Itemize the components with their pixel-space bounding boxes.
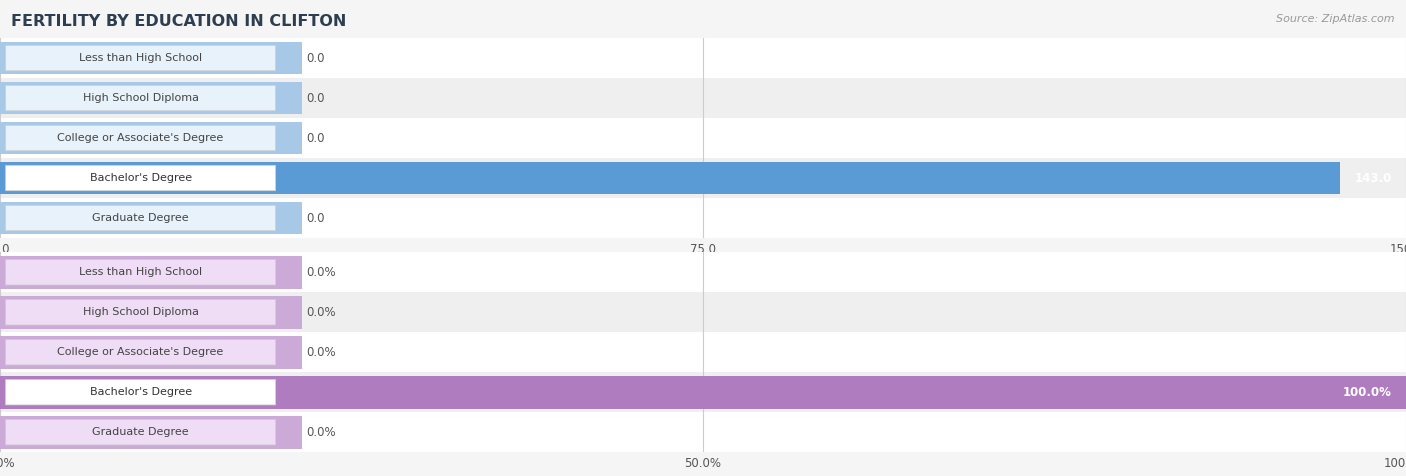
Text: High School Diploma: High School Diploma (83, 93, 198, 103)
FancyBboxPatch shape (6, 299, 276, 325)
Bar (0, 82, 302, 114)
Bar (0, 256, 302, 288)
Text: Bachelor's Degree: Bachelor's Degree (90, 387, 191, 397)
Text: 0.0%: 0.0% (307, 346, 336, 359)
Bar (0, 202, 302, 234)
FancyBboxPatch shape (6, 205, 276, 231)
Text: Graduate Degree: Graduate Degree (93, 427, 188, 437)
Bar (0, 198, 1406, 238)
FancyBboxPatch shape (6, 339, 276, 365)
Bar (0, 292, 1406, 332)
FancyBboxPatch shape (6, 379, 276, 405)
Bar (0, 332, 1406, 372)
FancyBboxPatch shape (6, 85, 276, 111)
Bar (0, 416, 302, 448)
Bar (0, 296, 302, 328)
Bar (0, 252, 1406, 292)
Text: 0.0: 0.0 (307, 91, 325, 105)
Bar (0, 336, 302, 368)
Text: 100.0%: 100.0% (1343, 386, 1392, 399)
Text: College or Associate's Degree: College or Associate's Degree (58, 133, 224, 143)
Bar (0, 38, 1406, 78)
Bar (0, 376, 1406, 408)
Bar (0, 412, 1406, 452)
Bar (0, 162, 1340, 194)
Bar (0, 372, 1406, 412)
Text: Graduate Degree: Graduate Degree (93, 213, 188, 223)
Text: 0.0: 0.0 (307, 131, 325, 145)
FancyBboxPatch shape (6, 419, 276, 445)
Text: Bachelor's Degree: Bachelor's Degree (90, 173, 191, 183)
FancyBboxPatch shape (6, 259, 276, 285)
FancyBboxPatch shape (6, 125, 276, 151)
Text: 0.0%: 0.0% (307, 426, 336, 439)
FancyBboxPatch shape (6, 165, 276, 191)
FancyBboxPatch shape (6, 45, 276, 71)
Text: 0.0%: 0.0% (307, 306, 336, 319)
Text: High School Diploma: High School Diploma (83, 307, 198, 317)
Text: Source: ZipAtlas.com: Source: ZipAtlas.com (1277, 14, 1395, 24)
Text: 0.0: 0.0 (307, 51, 325, 65)
Bar (0, 42, 302, 74)
Text: FERTILITY BY EDUCATION IN CLIFTON: FERTILITY BY EDUCATION IN CLIFTON (11, 14, 347, 30)
Text: Less than High School: Less than High School (79, 53, 202, 63)
Text: College or Associate's Degree: College or Associate's Degree (58, 347, 224, 357)
Bar (0, 158, 1406, 198)
Bar (0, 122, 302, 154)
Text: 143.0: 143.0 (1355, 171, 1392, 185)
Text: Less than High School: Less than High School (79, 267, 202, 278)
Bar (0, 118, 1406, 158)
Text: 0.0: 0.0 (307, 211, 325, 225)
Text: 0.0%: 0.0% (307, 266, 336, 279)
Bar (0, 78, 1406, 118)
